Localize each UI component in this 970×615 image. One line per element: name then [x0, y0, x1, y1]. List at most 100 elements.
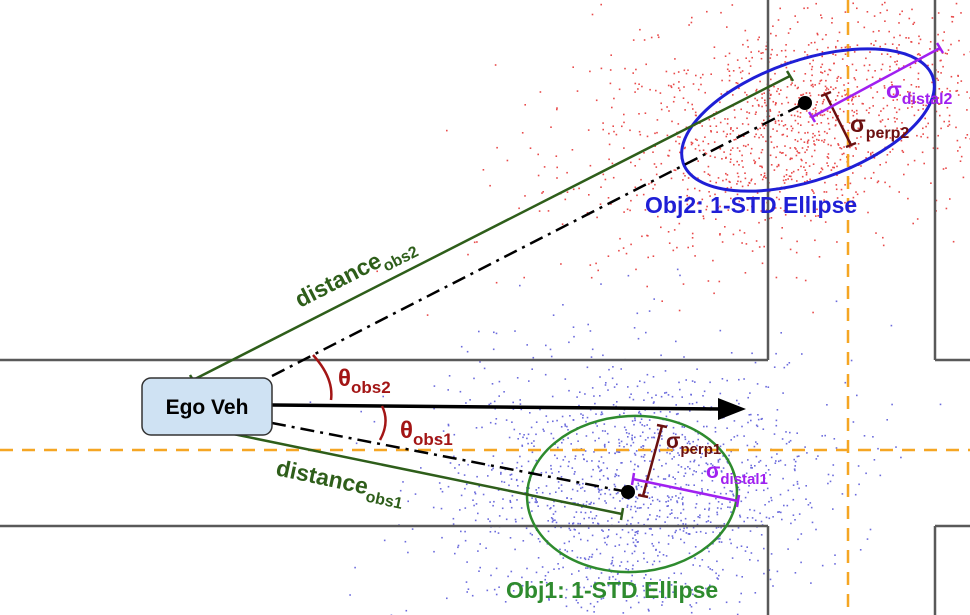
obj2-sample-point [797, 86, 799, 89]
obj2-sample-point [939, 103, 941, 105]
obj1-sample-point [552, 314, 555, 316]
obj1-sample-point [566, 497, 568, 499]
obj2-sample-point [556, 108, 558, 111]
obj2-sample-point [907, 107, 909, 109]
obj1-sample-point [525, 492, 527, 494]
obj1-sample-point [521, 584, 524, 587]
obj2-sample-point [789, 147, 792, 149]
obj1-sample-point [667, 500, 670, 502]
obj2-sample-point [884, 43, 887, 45]
obj2-sample-point [901, 122, 903, 124]
obj2-sample-point [736, 82, 739, 85]
obj2-sample-point [615, 133, 618, 136]
obj2-sample-point [782, 179, 785, 182]
obj1-sample-point [647, 391, 649, 394]
obj2-sample-point [791, 197, 793, 200]
obj1-sample-point [487, 475, 489, 477]
obj1-sample-point [616, 451, 618, 453]
obj1-sample-point [625, 429, 627, 431]
obj2-sample-point [816, 138, 818, 141]
obj1-sample-point [465, 581, 468, 583]
obj2-sample-point [745, 57, 747, 59]
obj1-sample-point [736, 546, 738, 549]
obj2-sample-point [910, 94, 912, 97]
obj1-sample-point [679, 274, 681, 277]
obj1-sample-point [454, 552, 456, 555]
obj2-sample-point [847, 102, 850, 105]
obj2-sample-point [473, 241, 476, 244]
obj1-sample-point [600, 283, 602, 285]
obj1-sample-point [508, 436, 511, 439]
obj2-sample-point [797, 103, 799, 106]
sigma-distal1-cap-b [735, 494, 741, 508]
obj2-sample-point [752, 196, 754, 198]
obj1-sample-point [460, 345, 463, 348]
obj2-sample-point [871, 76, 874, 79]
obj1-sample-point [754, 475, 756, 477]
obj1-sample-point [689, 604, 691, 606]
obj1-sample-point [608, 578, 611, 580]
obj2-sample-point [863, 190, 866, 193]
obj1-sample-point [478, 330, 480, 333]
obj2-sample-point [726, 133, 728, 135]
obj1-sample-point [749, 559, 751, 561]
obj1-sample-point [626, 504, 629, 507]
obj1-sample-point [467, 588, 470, 590]
obj1-sample-point [585, 576, 588, 578]
obj2-sample-point [832, 166, 834, 169]
obj1-sample-point [748, 485, 750, 487]
obj2-sample-point [701, 125, 703, 127]
obj2-sample-point [695, 114, 697, 117]
obj2-sample-point [823, 130, 826, 133]
obj2-sample-point [644, 112, 647, 114]
obj1-sample-point [647, 492, 649, 494]
obj2-sample-point [578, 187, 580, 190]
obj1-sample-point [491, 469, 493, 471]
obj1-sample-point [620, 440, 623, 443]
obj2-sample-point [747, 198, 749, 200]
obj2-sample-point [782, 152, 784, 154]
obj1-sample-point [654, 486, 657, 489]
obj2-sample-point [797, 122, 799, 125]
obj1-sample-point [751, 467, 753, 469]
obj1-sample-point [738, 601, 741, 603]
obj1-sample-point [675, 433, 677, 436]
obj2-sample-point [778, 198, 780, 201]
obj1-sample-point [637, 337, 640, 340]
obj2-sample-point [886, 154, 889, 156]
obj1-sample-point [677, 471, 680, 473]
obj1-sample-point [464, 539, 467, 542]
obj1-sample-point [671, 535, 674, 537]
obj1-sample-point [519, 433, 521, 435]
obj2-sample-point [862, 103, 864, 105]
obj2-sample-point [826, 156, 829, 158]
obj1-sample-point [614, 475, 616, 478]
obj2-sample-point [715, 111, 718, 113]
obj2-sample-point [537, 153, 539, 156]
obj2-sample-point [896, 60, 898, 62]
obj1-sample-point [521, 480, 524, 483]
obj1-sample-point [564, 423, 566, 426]
obj1-sample-point [528, 501, 531, 504]
obj1-sample-point [574, 502, 576, 504]
obj1-sample-point [613, 483, 616, 486]
obj2-sample-point [613, 97, 615, 100]
obj1-sample-point [617, 492, 619, 494]
obj2-sample-point [843, 89, 846, 92]
obj2-sample-point [932, 147, 935, 149]
obj1-sample-point [672, 432, 675, 435]
obj1-sample-point [670, 498, 672, 501]
obj1-sample-point [642, 456, 645, 458]
obj1-sample-point [465, 402, 467, 404]
obj2-sample-point [773, 169, 776, 171]
obj1-sample-point [760, 534, 763, 536]
obj2-sample-point [889, 151, 891, 153]
obj2-sample-point [955, 2, 958, 5]
obj2-sample-point [900, 128, 902, 130]
obj2-sample-point [730, 128, 732, 130]
obj2-sample-point [884, 20, 886, 22]
obj2-sample-point [901, 149, 904, 152]
obj1-sample-point [512, 401, 514, 404]
obj2-sample-point [950, 43, 952, 46]
